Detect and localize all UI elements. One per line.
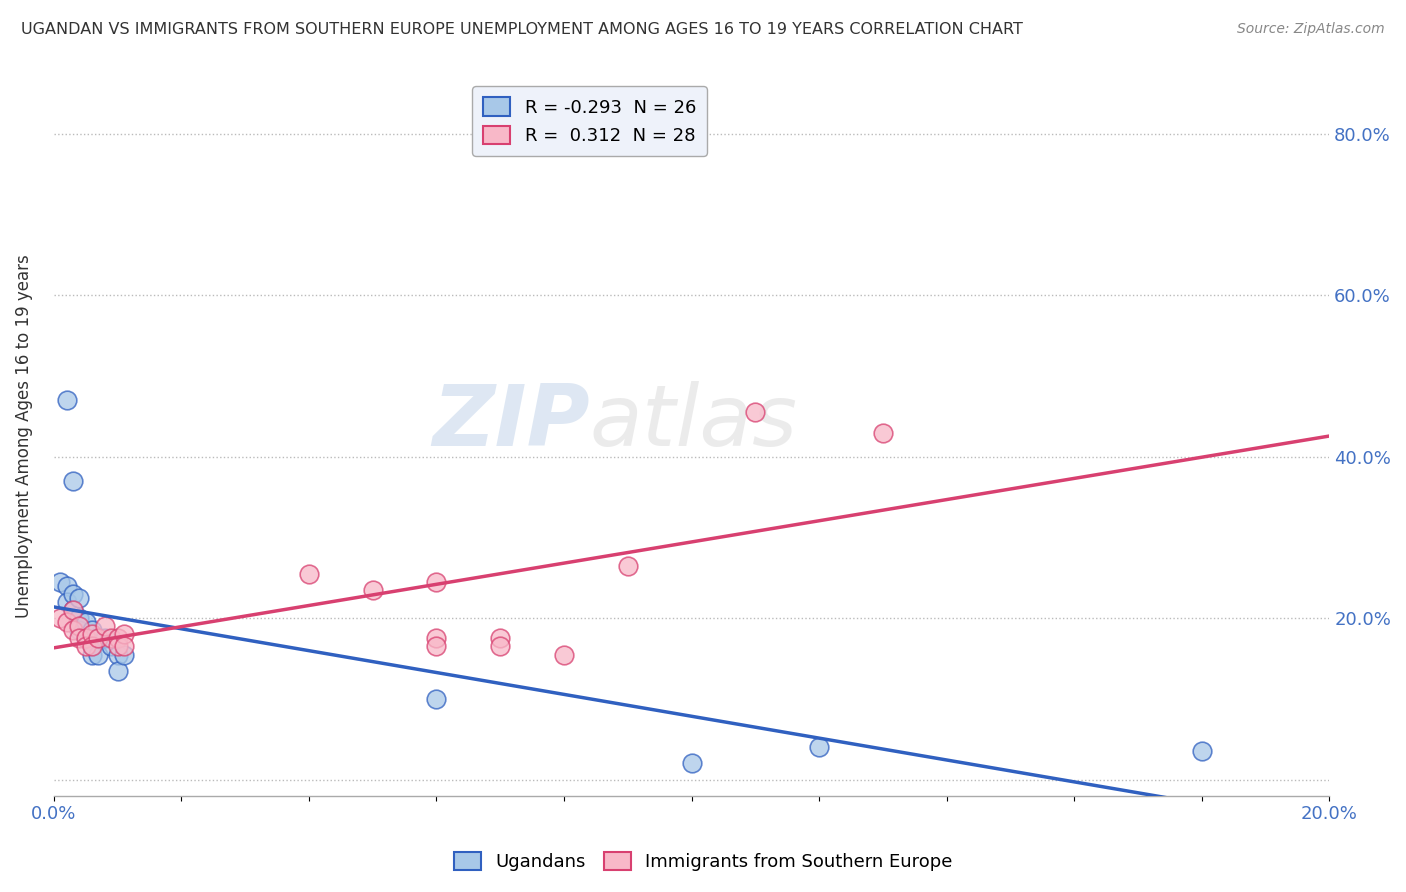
Point (100, 632, 122, 646)
Legend: R = -0.293  N = 26, R =  0.312  N = 28: R = -0.293 N = 26, R = 0.312 N = 28 (472, 87, 707, 156)
Point (55, 615, 77, 630)
Point (553, 648, 575, 662)
Point (55, 579, 77, 593)
Point (62, 587, 84, 601)
Point (681, 756, 703, 771)
Point (361, 582, 384, 597)
Point (107, 632, 129, 646)
Text: atlas: atlas (589, 381, 797, 464)
Point (808, 740, 831, 755)
Text: UGANDAN VS IMMIGRANTS FROM SOUTHERN EUROPE UNEMPLOYMENT AMONG AGES 16 TO 19 YEAR: UGANDAN VS IMMIGRANTS FROM SOUTHERN EURO… (21, 22, 1024, 37)
Point (107, 648, 129, 662)
Point (67, 632, 90, 646)
Point (67, 611, 90, 625)
Point (112, 627, 135, 641)
Point (112, 640, 135, 654)
Text: ZIP: ZIP (432, 381, 589, 464)
Legend: Ugandans, Immigrants from Southern Europe: Ugandans, Immigrants from Southern Europ… (446, 845, 960, 879)
Point (82, 627, 104, 641)
Point (75, 632, 97, 646)
Text: Source: ZipAtlas.com: Source: ZipAtlas.com (1237, 22, 1385, 37)
Point (62, 624, 84, 638)
Point (55, 595, 77, 609)
Point (49, 611, 72, 625)
Y-axis label: Unemployment Among Ages 16 to 19 years: Unemployment Among Ages 16 to 19 years (15, 255, 32, 618)
Point (872, 425, 894, 440)
Point (107, 640, 129, 654)
Point (489, 640, 512, 654)
Point (82, 648, 104, 662)
Point (107, 664, 129, 678)
Point (87, 632, 110, 646)
Point (87, 648, 110, 662)
Point (67, 619, 90, 633)
Point (67, 591, 90, 605)
Point (82, 624, 104, 638)
Point (87, 632, 110, 646)
Point (82, 640, 104, 654)
Point (425, 574, 447, 589)
Point (425, 692, 447, 706)
Point (112, 648, 135, 662)
Point (82, 640, 104, 654)
Point (489, 632, 512, 646)
Point (744, 405, 766, 419)
Point (298, 566, 321, 581)
Point (616, 558, 638, 573)
Point (62, 603, 84, 617)
Point (75, 632, 97, 646)
Point (100, 640, 122, 654)
Point (425, 640, 447, 654)
Point (94, 632, 117, 646)
Point (67, 624, 90, 638)
Point (94, 619, 117, 633)
Point (75, 640, 97, 654)
Point (75, 615, 97, 630)
Point (425, 632, 447, 646)
Point (62, 474, 84, 488)
Point (55, 393, 77, 408)
Point (62, 603, 84, 617)
Point (49, 574, 72, 589)
Point (1191, 744, 1213, 758)
